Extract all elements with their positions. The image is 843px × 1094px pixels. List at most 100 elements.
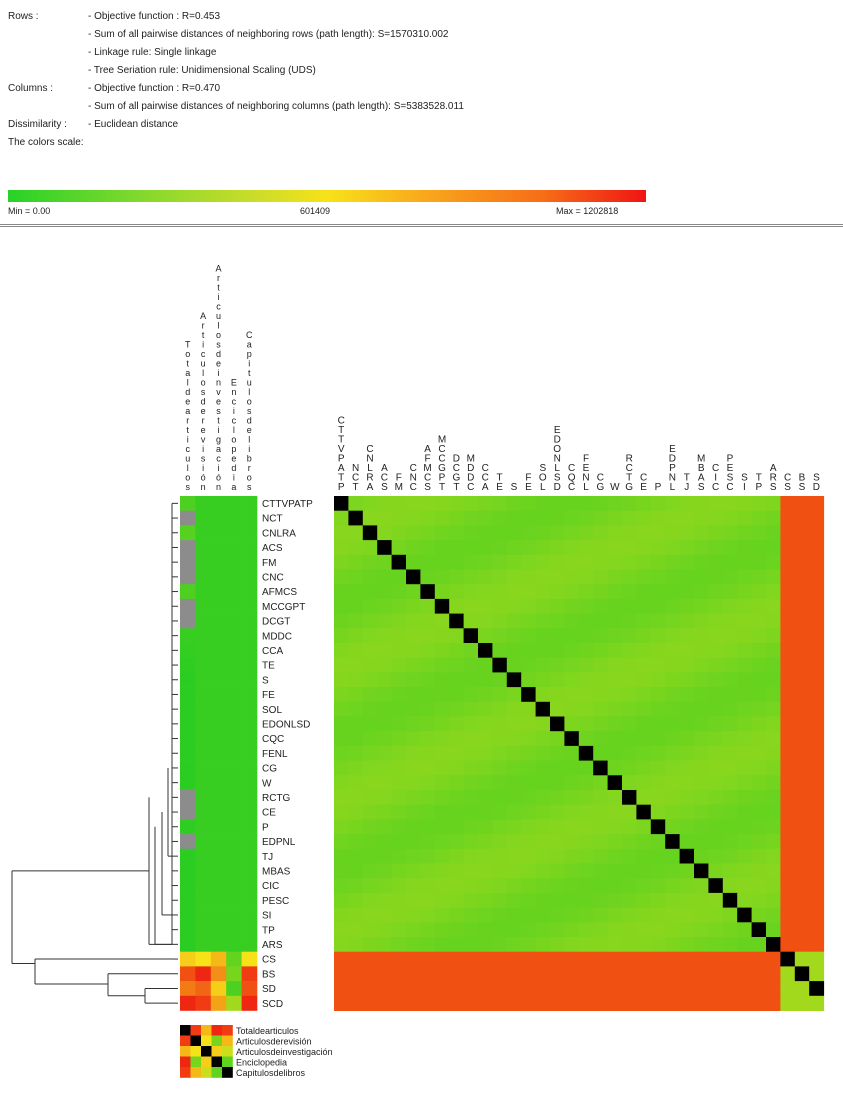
heatmap-cell [722,731,738,747]
heatmap-cell [535,716,551,732]
heatmap-cell [780,554,796,570]
heatmap-cell [391,569,407,585]
heatmap-cell [564,628,580,644]
attribute-cell [226,613,242,629]
heatmap-cell [434,731,450,747]
heatmap-cell [550,760,565,776]
svg-text:L: L [540,482,546,493]
heatmap-cell [420,584,436,600]
heatmap-cell [607,937,623,953]
heatmap-cell [708,687,724,703]
legend-label: Enciclopedia [236,1058,287,1068]
attribute-cell [180,657,196,673]
heatmap-cell [434,951,450,967]
heatmap-cell [506,657,522,673]
heatmap-cell [334,510,349,526]
heatmap-cell [535,878,551,894]
heatmap-cell [650,760,666,776]
heatmap-cell [420,892,436,909]
svg-text:n: n [216,378,221,388]
heatmap-cell [650,613,666,629]
heatmap-cell [564,613,580,629]
heatmap-cell [492,922,508,938]
heatmap-cell [420,613,436,629]
attribute-cell [210,525,227,541]
heatmap-cell [766,922,781,938]
svg-text:e: e [201,406,206,416]
attribute-cell [241,790,258,805]
attribute-cell [226,643,242,658]
heatmap-cell [506,804,522,820]
heatmap-cell [334,981,349,997]
heatmap-cell [478,569,493,585]
heatmap-cell [708,598,724,615]
svg-text:E: E [231,378,237,388]
svg-text:N: N [366,454,373,465]
heatmap-cell [391,584,407,600]
heatmap-cell [434,716,450,732]
heatmap-cell [564,892,580,909]
heatmap-cell [607,701,623,717]
heatmap-cell [694,922,709,938]
heatmap-cell [434,760,450,776]
heatmap-cell [362,510,378,526]
heatmap-cell [722,687,738,703]
heatmap-cell [665,510,681,526]
heatmap-cell [636,510,652,526]
svg-text:A: A [367,482,374,493]
svg-text:S: S [741,473,748,484]
heatmap-cell [780,628,796,644]
svg-text:W: W [610,482,620,493]
legend-cell [180,1035,191,1047]
heatmap-cell [492,819,508,835]
heatmap-cell [665,878,681,894]
heatmap-cell [463,907,479,923]
heatmap-cell [751,613,767,629]
heatmap-cell [449,848,465,864]
heatmap-cell [449,584,465,600]
heatmap-cell [535,995,551,1011]
heatmap-cell [737,496,753,512]
heatmap-cell [751,848,767,864]
heatmap-cell [578,834,594,850]
heatmap-cell [521,569,537,585]
heatmap-cell [535,922,551,938]
heatmap-cell [463,496,479,512]
heatmap-cell [794,804,810,820]
heatmap-cell [722,819,738,835]
svg-text:M: M [438,435,446,446]
column-label: RCTG [625,454,633,494]
heatmap-cell [751,892,767,909]
svg-text:u: u [185,454,190,464]
svg-text:t: t [186,425,189,435]
heatmap-cell [794,687,810,703]
svg-text:c: c [232,416,237,426]
heatmap-cell [794,863,810,879]
heatmap-cell [463,672,479,688]
attribute-cell [226,554,242,570]
heatmap-cell [377,643,393,659]
heatmap-cell [348,819,364,835]
heatmap-cell [550,731,565,747]
heatmap-cell [794,892,810,909]
svg-text:r: r [217,273,220,283]
heatmap-cell [463,716,479,732]
heatmap-cell [694,937,709,953]
heatmap-cell [766,628,781,644]
heatmap-cell [406,613,421,629]
heatmap-cell [607,775,623,791]
row-label: MDDC [262,631,292,642]
heatmap-cell [391,525,407,541]
attribute-cell [241,510,258,526]
heatmap-cell [679,687,695,703]
column-label: W [610,482,620,493]
attribute-cell [241,613,258,629]
heatmap-cell [607,848,623,864]
heatmap-cell [679,863,695,879]
heatmap-cell [492,554,508,570]
heatmap-cell [377,951,393,967]
heatmap-cell [420,834,436,850]
heatmap-cell [564,981,580,997]
attribute-cell [226,540,242,556]
heatmap-cell [334,878,349,894]
